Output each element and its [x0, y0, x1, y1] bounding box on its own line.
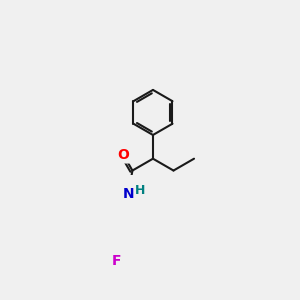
- Text: F: F: [112, 254, 121, 268]
- Text: H: H: [135, 184, 146, 197]
- Text: N: N: [122, 187, 134, 201]
- Text: O: O: [118, 148, 130, 162]
